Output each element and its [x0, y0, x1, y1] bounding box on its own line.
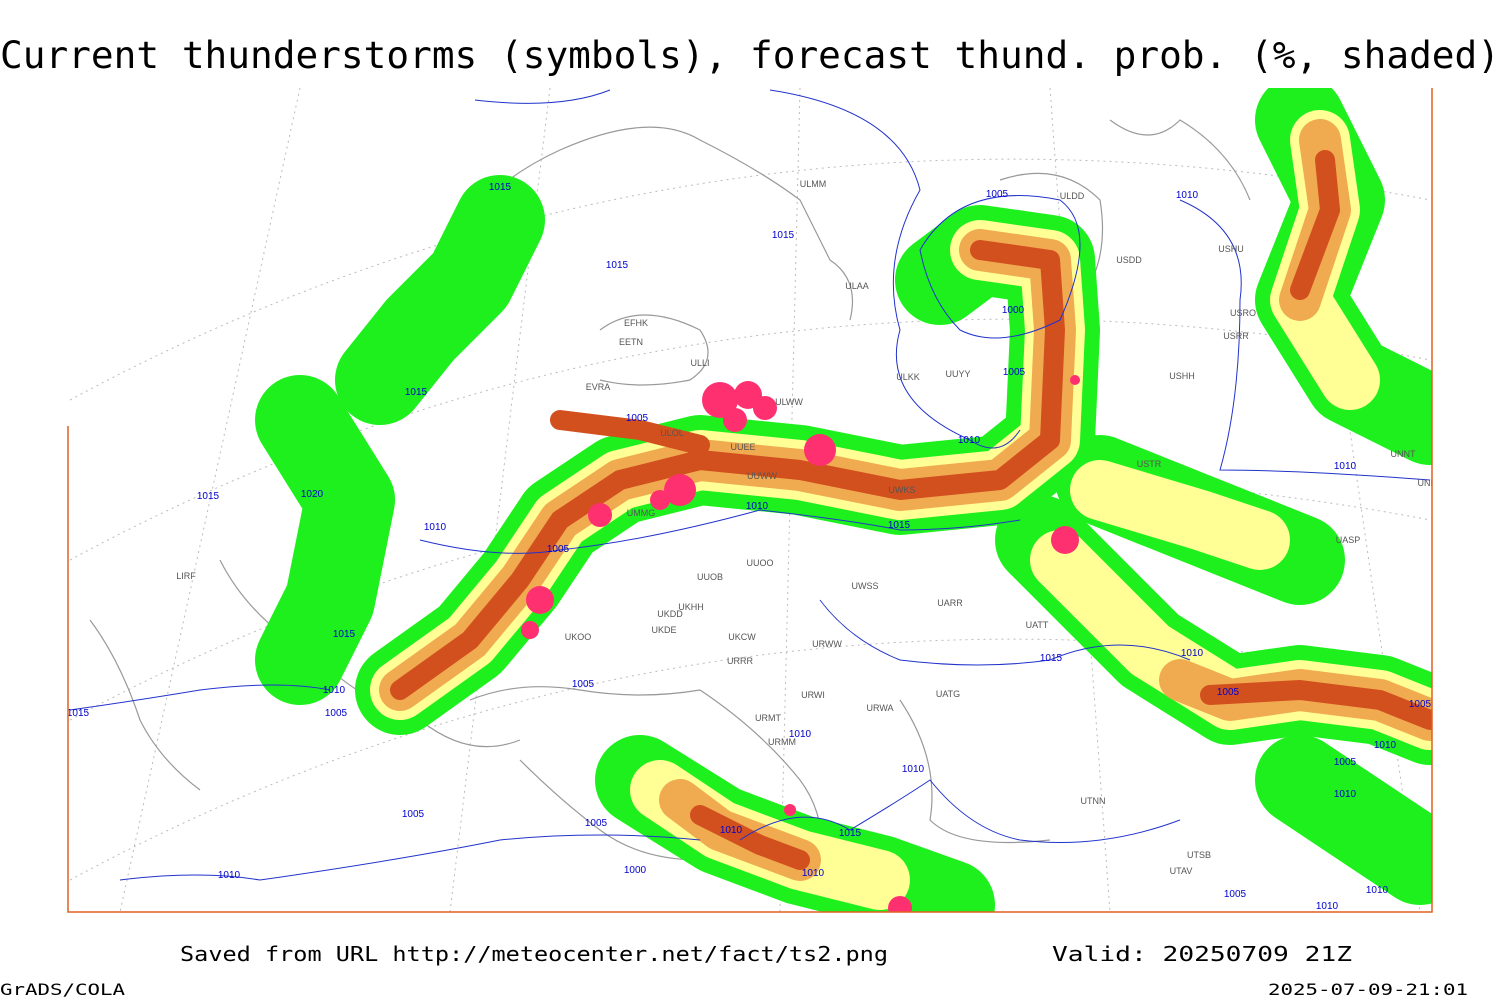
station-label: URMT — [755, 713, 781, 723]
isobar-label: 1015 — [888, 520, 911, 531]
isobar-label: 1015 — [839, 828, 862, 839]
station-label: UKCW — [728, 632, 756, 642]
station-label: EVRA — [586, 382, 611, 392]
station-label: URRR — [727, 656, 753, 666]
station-label: USRO — [1230, 308, 1256, 318]
station-label: UTNN — [1081, 796, 1106, 806]
station-label: UWKS — [889, 485, 916, 495]
station-label: UWSS — [852, 581, 879, 591]
station-label: EETN — [619, 337, 643, 347]
isobar-label: 1010 — [1316, 901, 1339, 912]
isobar-label: 1020 — [301, 489, 324, 500]
isobar-label: 1010 — [1366, 885, 1389, 896]
station-label: UUOO — [747, 558, 774, 568]
isobar-label: 1005 — [572, 679, 595, 690]
station-label: UARR — [937, 598, 963, 608]
isobar-label: 1005 — [1217, 687, 1240, 698]
station-label: UUWW — [747, 471, 777, 481]
isobar-label: 1015 — [405, 387, 428, 398]
isobar-label: 1015 — [489, 182, 512, 193]
isobar-label: 1010 — [746, 501, 769, 512]
frame — [67, 88, 1433, 913]
station-label: UUEE — [730, 442, 755, 452]
station-label: UKDD — [657, 609, 683, 619]
station-label: EFHK — [624, 318, 648, 328]
station-label: ULKK — [896, 372, 920, 382]
isobar-label: 1005 — [402, 809, 425, 820]
isobar-label: 1015 — [67, 708, 90, 719]
isobar-label: 1005 — [986, 189, 1009, 200]
isobar-label: 1015 — [772, 230, 795, 241]
station-label: ULAA — [845, 281, 869, 291]
isobar-label: 1010 — [802, 868, 825, 879]
station-label: UKOO — [565, 632, 592, 642]
station-label: UUYY — [945, 369, 970, 379]
station-label: UKDE — [651, 625, 676, 635]
station-label: URWW — [812, 639, 842, 649]
station-label: LIRF — [176, 571, 196, 581]
isobar-label: 1005 — [1334, 757, 1357, 768]
isobar-label: 1010 — [789, 729, 812, 740]
station-label: UNNT — [1391, 449, 1416, 459]
station-label: ULWW — [775, 397, 803, 407]
station-label: UTSB — [1187, 850, 1211, 860]
isobar-label: 1010 — [720, 825, 743, 836]
station-label: ULDD — [1060, 191, 1085, 201]
station-label: ULOL — [660, 428, 684, 438]
station-label: UUOB — [697, 572, 723, 582]
software: GrADS/COLA — [0, 980, 125, 999]
isobar-label: 1015 — [606, 260, 629, 271]
thunderstorm-probability-shading — [255, 88, 1432, 912]
isobar-label: 1005 — [626, 413, 649, 424]
isobar-label: 1010 — [1374, 740, 1397, 751]
station-label: USHU — [1218, 244, 1244, 254]
isobar-label: 1005 — [547, 544, 570, 555]
station-label: ULMM — [800, 179, 827, 189]
isobars — [69, 89, 1431, 881]
map-title: Current thunderstorms (symbols), forecas… — [0, 34, 1500, 77]
isobar-label: 1005 — [585, 818, 608, 829]
station-label: UKHH — [678, 602, 704, 612]
isobar-label: 1000 — [1002, 305, 1025, 316]
isobar-label: 1010 — [1334, 461, 1357, 472]
isobar-label: 1010 — [424, 522, 447, 533]
station-label: USRR — [1223, 331, 1249, 341]
station-label: UATT — [1026, 620, 1049, 630]
isobar-label: 1010 — [323, 685, 346, 696]
isobar-label: 1005 — [1003, 367, 1026, 378]
map-area: 1015 1015 1015 1005 1010 1000 1005 1015 1005 1010… — [67, 88, 1442, 913]
station-label: UMMG — [627, 508, 656, 518]
station-label: USHH — [1169, 371, 1195, 381]
timestamp: 2025-07-09-21:01 — [1268, 980, 1468, 999]
valid-time: Valid: 20250709 21Z — [1052, 942, 1352, 966]
station-label: URWI — [801, 690, 825, 700]
isobar-label: 1005 — [1224, 889, 1247, 900]
source-url: Saved from URL http://meteocenter.net/fa… — [180, 942, 888, 966]
station-label: UASP — [1336, 535, 1361, 545]
isobar-label: 1010 — [1334, 789, 1357, 800]
isobar-label: 1015 — [1040, 653, 1063, 664]
isobar-label: 1015 — [197, 491, 220, 502]
station-label: USDD — [1116, 255, 1142, 265]
station-label: UNBB — [1417, 478, 1442, 488]
station-label: UATG — [936, 689, 960, 699]
isobar-label: 1015 — [333, 629, 356, 640]
station-label: URMM — [768, 737, 796, 747]
station-label: URWA — [867, 703, 894, 713]
isobar-label: 1010 — [902, 764, 925, 775]
isobar-label: 1000 — [624, 865, 647, 876]
thunderstorm-symbols — [521, 375, 1080, 912]
isobar-label: 1010 — [218, 870, 241, 881]
isobar-label: 1010 — [958, 435, 981, 446]
isobar-label: 1005 — [325, 708, 348, 719]
station-label: USTR — [1137, 459, 1162, 469]
isobar-label: 1010 — [1176, 190, 1199, 201]
station-label: UTAV — [1170, 866, 1193, 876]
isobar-label: 1010 — [1181, 648, 1204, 659]
isobar-label: 1005 — [1409, 699, 1432, 710]
station-label: ULLI — [690, 358, 709, 368]
